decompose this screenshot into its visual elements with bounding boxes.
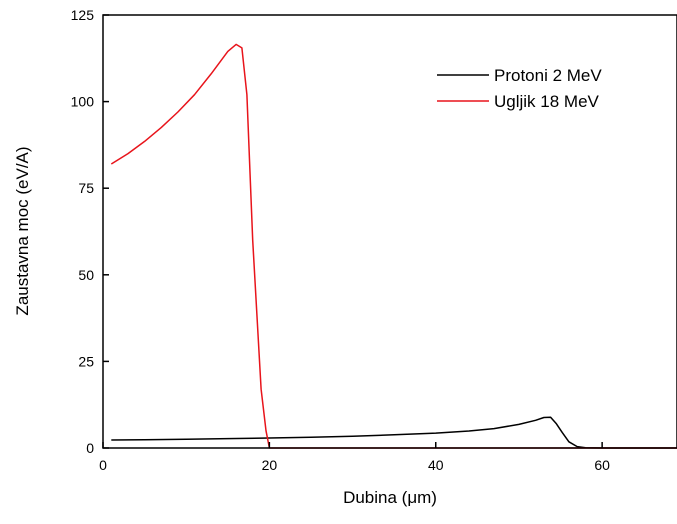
y-tick-label: 125 — [71, 7, 95, 23]
y-tick-label: 0 — [86, 440, 94, 456]
y-tick-label: 75 — [78, 180, 94, 196]
ticks-layer: 0 20 40 60 0 25 50 75 100 125 — [71, 7, 610, 473]
x-tick-label: 40 — [428, 457, 444, 473]
x-tick-label: 60 — [594, 457, 610, 473]
y-axis-title: Zaustavna moc (eV/A) — [13, 146, 32, 315]
x-tick-label: 20 — [262, 457, 278, 473]
y-tick-label: 50 — [78, 267, 94, 283]
legend-label-protoni: Protoni 2 MeV — [494, 66, 602, 85]
plot-frame — [102, 14, 677, 449]
series-line-protoni — [111, 416, 677, 449]
legend: Protoni 2 MeV Ugljik 18 MeV — [437, 66, 602, 111]
x-tick-label: 0 — [99, 457, 107, 473]
x-axis-title: Dubina (μm) — [343, 488, 437, 507]
y-tick-label: 100 — [71, 94, 95, 110]
y-tick-label: 25 — [78, 353, 94, 369]
legend-label-ugljik: Ugljik 18 MeV — [494, 92, 600, 111]
